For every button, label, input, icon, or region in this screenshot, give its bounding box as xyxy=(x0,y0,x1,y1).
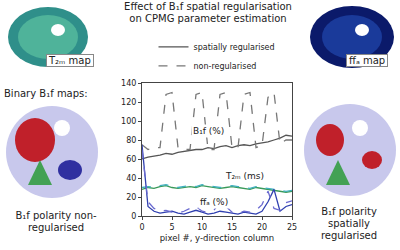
html-text:Binary B₁f maps:: Binary B₁f maps: xyxy=(4,88,88,99)
html-text:B₁f polarity non-regularised: B₁f polarity non-regularised xyxy=(15,210,97,233)
svg-text:80: 80 xyxy=(126,136,136,145)
svg-text:B₁f (%): B₁f (%) xyxy=(193,126,224,136)
svg-text:pixel #, y-direction column: pixel #, y-direction column xyxy=(160,233,275,243)
html-text:B₁f polarity spatially regular: B₁f polarity spatially regularised xyxy=(320,206,378,241)
html-text:Effect of B₁f spatial regulari: Effect of B₁f spatial regularisation on … xyxy=(124,1,292,24)
svg-text:25: 25 xyxy=(287,223,297,232)
svg-text:40: 40 xyxy=(126,174,136,183)
svg-text:non-regularised: non-regularised xyxy=(194,62,257,71)
svg-text:ffₐ (%): ffₐ (%) xyxy=(200,197,228,207)
svg-text:120: 120 xyxy=(121,98,136,107)
svg-text:0: 0 xyxy=(131,212,136,221)
svg-text:5: 5 xyxy=(169,223,174,232)
html-text:T₂ₘ map: T₂ₘ map xyxy=(49,55,91,66)
svg-text:spatially regularised: spatially regularised xyxy=(194,43,275,52)
html-text:ffₐ map: ffₐ map xyxy=(349,55,386,66)
svg-text:100: 100 xyxy=(121,117,136,126)
svg-text:140: 140 xyxy=(121,79,136,88)
svg-text:15: 15 xyxy=(227,223,237,232)
svg-text:T₂ₘ (ms): T₂ₘ (ms) xyxy=(225,171,264,181)
svg-text:10: 10 xyxy=(197,223,207,232)
svg-text:60: 60 xyxy=(126,155,136,164)
svg-text:20: 20 xyxy=(126,193,136,202)
svg-text:0: 0 xyxy=(139,223,144,232)
svg-text:20: 20 xyxy=(257,223,267,232)
